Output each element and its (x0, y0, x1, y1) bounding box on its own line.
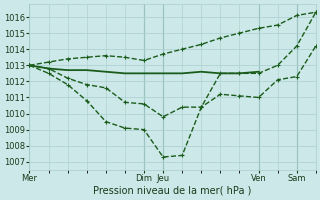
X-axis label: Pression niveau de la mer( hPa ): Pression niveau de la mer( hPa ) (93, 186, 252, 196)
